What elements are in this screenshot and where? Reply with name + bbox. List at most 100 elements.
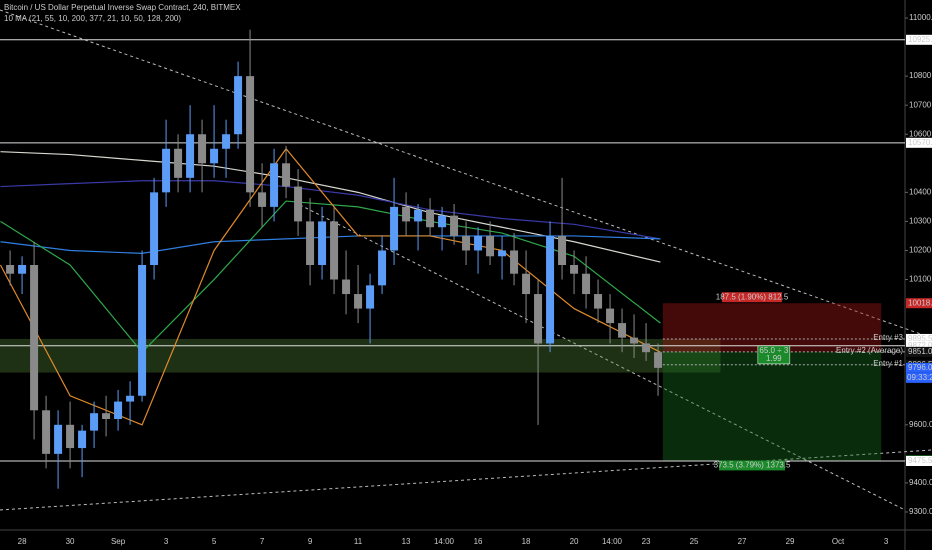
candle-body: [618, 323, 627, 338]
x-tick-label: 9: [308, 537, 313, 546]
x-tick-label: 3: [164, 537, 169, 546]
entry-label: Entry #1: [873, 359, 903, 368]
chart-title: Bitcoin / US Dollar Perpetual Inverse Sw…: [4, 3, 241, 12]
candle-body: [102, 413, 111, 420]
candle-body: [654, 352, 663, 368]
price-label-bg: [906, 333, 932, 344]
candle-body: [378, 250, 387, 286]
position-label-bg: [719, 460, 786, 471]
candle-body: [6, 265, 15, 274]
candle-body: [510, 250, 519, 274]
moving-average: [0, 180, 661, 240]
candle-body: [174, 148, 183, 178]
candle-body: [306, 221, 315, 265]
moving-average: [0, 200, 661, 354]
candle-body: [630, 337, 639, 344]
y-tick-label: 10400.0: [909, 187, 932, 196]
x-tick-label: 7: [260, 537, 265, 546]
risk-box: [662, 303, 882, 352]
ratio-label: 65.0 ÷ 3: [759, 346, 788, 355]
candle-body: [282, 163, 291, 187]
candle-body: [54, 424, 63, 454]
x-tick-label: 18: [522, 537, 531, 546]
y-tick-label: 10300.0: [909, 217, 932, 226]
candle-body: [402, 206, 411, 222]
price-label: 10925.0: [908, 35, 932, 44]
price-label-bg: [906, 340, 932, 351]
candle-body: [522, 273, 531, 295]
price-label-bg: [906, 346, 932, 357]
ratio-bg: [757, 345, 791, 365]
price-label-bg: [906, 298, 932, 309]
price-label: 10018.5: [908, 298, 932, 307]
y-tick-label: 10700.0: [909, 100, 932, 109]
x-tick-label: 29: [786, 537, 795, 546]
ratio-value: 1.99: [766, 354, 782, 363]
candle-body: [162, 148, 171, 193]
price-label-bg: [906, 137, 932, 148]
position-label-bg: [722, 292, 783, 303]
candle-body: [294, 186, 303, 222]
candle-body: [474, 235, 483, 251]
candle-body: [426, 209, 435, 228]
candle-body: [42, 410, 51, 454]
candle-body: [438, 215, 447, 228]
candle-body: [486, 235, 495, 257]
y-tick-label: 10200.0: [909, 246, 932, 255]
x-tick-label: 14:00: [602, 537, 623, 546]
y-tick-label: 10800.0: [909, 71, 932, 80]
candle-body: [546, 235, 555, 344]
x-tick-label: 20: [570, 537, 579, 546]
price-label: 9796.0: [908, 363, 932, 372]
moving-average: [0, 151, 661, 263]
reward-box: [662, 351, 882, 461]
price-label-bg: [906, 455, 932, 466]
candle-body: [390, 206, 399, 251]
candle-body: [366, 285, 375, 309]
candle-body: [114, 401, 123, 420]
x-tick-label: Sep: [111, 537, 126, 546]
price-label: 9895.5: [908, 334, 932, 343]
candle-body: [582, 273, 591, 295]
x-tick-label: Oct: [832, 537, 845, 546]
candle-body: [354, 294, 363, 309]
candle-body: [570, 265, 579, 274]
candle-body: [642, 343, 651, 353]
price-label: 9872.0: [908, 341, 932, 350]
price-label: 10570.5: [908, 138, 932, 147]
zone: [0, 338, 721, 373]
price-label-bg: [906, 362, 932, 373]
candle-body: [606, 308, 615, 324]
candle-body: [198, 134, 207, 164]
x-tick-label: 28: [18, 537, 27, 546]
countdown-bg: [906, 372, 932, 383]
y-tick-label: 11000.0: [909, 13, 932, 22]
x-tick-label: 23: [642, 537, 651, 546]
x-tick-label: 3: [884, 537, 889, 546]
trend-line: [299, 204, 906, 511]
candle-body: [222, 134, 231, 149]
candle-body: [210, 148, 219, 164]
x-tick-label: 30: [66, 537, 75, 546]
entry-label: Entry #3: [873, 333, 903, 342]
countdown: 09:33:23: [907, 373, 932, 382]
trend-line: [0, 9, 932, 339]
candle-body: [18, 265, 27, 274]
candle-body: [186, 134, 195, 178]
candle-body: [558, 235, 567, 265]
x-tick-label: 16: [474, 537, 483, 546]
candle-body: [450, 215, 459, 236]
x-tick-label: 5: [212, 537, 217, 546]
candle-body: [126, 395, 135, 402]
y-tick-label: 9400.0: [909, 478, 932, 487]
y-tick-label: 9600.0: [909, 420, 932, 429]
x-tick-label: 14:00: [434, 537, 455, 546]
candle-body: [78, 430, 87, 449]
candle-body: [138, 265, 147, 396]
position-label: 187.5 (1.90%) 812.5: [716, 292, 789, 301]
candle-body: [234, 76, 243, 135]
y-tick-label: 10600.0: [909, 129, 932, 138]
price-label: 9851.0: [908, 347, 932, 356]
